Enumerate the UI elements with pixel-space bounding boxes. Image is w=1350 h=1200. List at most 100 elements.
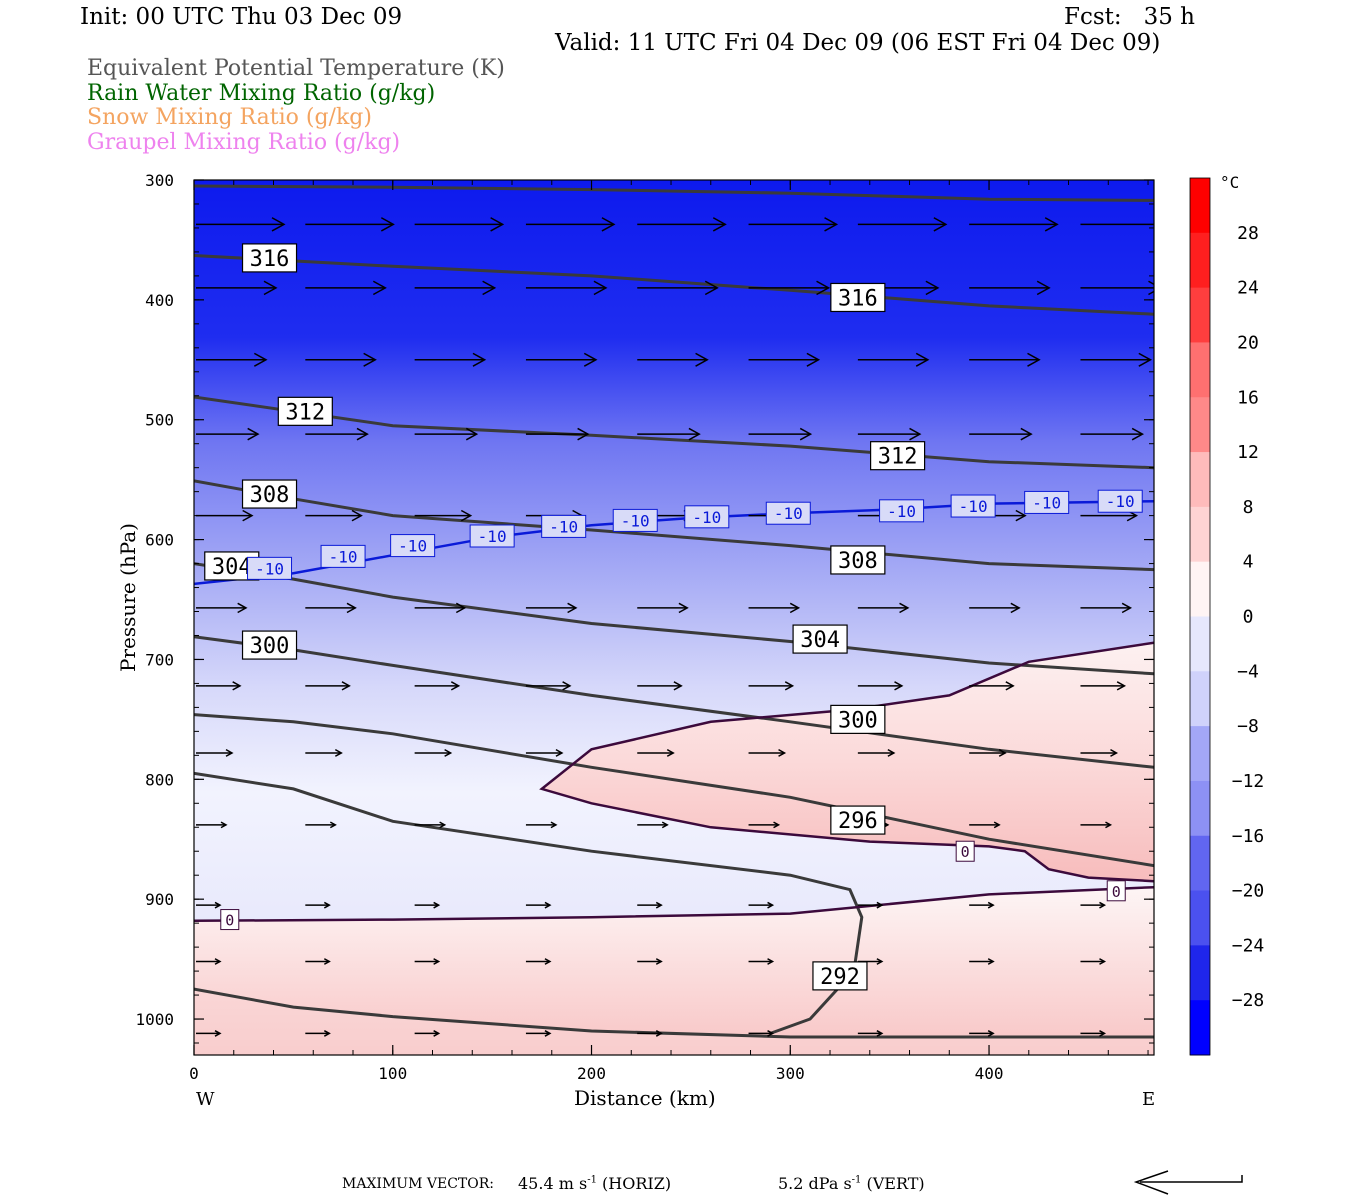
temperature-shading-warm-wedge bbox=[541, 642, 1154, 882]
wind-vector-head bbox=[1036, 280, 1051, 296]
colorbar-tick-label: −24 bbox=[1232, 935, 1265, 956]
vert-tag: (VERT) bbox=[861, 1174, 925, 1193]
vert-value: 5.2 dPa s bbox=[778, 1174, 852, 1193]
y-tick-label: 300 bbox=[145, 171, 174, 190]
colorbar-segment bbox=[1190, 1000, 1210, 1056]
x-end-label-east: E bbox=[1142, 1089, 1155, 1110]
wind-vector-head bbox=[455, 602, 467, 614]
wind-vector-head bbox=[1020, 427, 1033, 441]
wind-vector-head bbox=[562, 681, 572, 691]
theta-e-label-box bbox=[277, 396, 333, 426]
wind-vector-head bbox=[998, 748, 1007, 757]
forecast-hour: Fcst: 35 h bbox=[1064, 4, 1195, 30]
colorbar-segment bbox=[1190, 835, 1210, 892]
wind-vector-head bbox=[214, 901, 222, 909]
wind-vector-head bbox=[263, 280, 278, 296]
wind-vector-head bbox=[1005, 681, 1015, 691]
theta-e-label-box bbox=[830, 704, 886, 734]
colorbar-tick-label: 4 bbox=[1243, 552, 1254, 573]
theta-e-label: 292 bbox=[820, 965, 860, 990]
y-tick-label: 800 bbox=[145, 770, 174, 789]
wind-vector-head bbox=[577, 427, 590, 441]
wind-vector-head bbox=[887, 748, 896, 757]
horiz-tag: (HORIZ) bbox=[596, 1174, 672, 1193]
isotherm-minus10-label-box bbox=[320, 544, 366, 568]
theta-e-contour-304 bbox=[194, 562, 1154, 676]
wind-vector-head bbox=[544, 901, 552, 909]
colorbar-tick-label: −28 bbox=[1232, 990, 1265, 1011]
x-tick-label: 400 bbox=[975, 1064, 1004, 1083]
wind-vector-head bbox=[987, 1030, 995, 1037]
wind-vector-head bbox=[444, 748, 453, 757]
wind-vector-head bbox=[232, 681, 242, 691]
colorbar-tick-label: 24 bbox=[1237, 278, 1259, 299]
wind-vector-head bbox=[767, 1030, 775, 1037]
colorbar-segment bbox=[1190, 561, 1210, 617]
theta-e-contour-316 bbox=[194, 254, 1154, 316]
theta-e-label-box bbox=[241, 479, 298, 509]
theta-e-label: 308 bbox=[838, 549, 878, 574]
wind-vector-head bbox=[712, 217, 727, 232]
wind-vector-head bbox=[987, 958, 995, 965]
wind-vector-head bbox=[816, 280, 831, 296]
theta-e-contour-292 bbox=[194, 771, 864, 1035]
y-axis-label: Pressure (hPa) bbox=[116, 523, 140, 672]
wind-vector-head bbox=[661, 821, 669, 829]
isotherm-minus10-label: -10 bbox=[398, 537, 427, 556]
isotherm-minus10-label-box bbox=[469, 524, 515, 548]
wind-vector-head bbox=[433, 901, 441, 909]
y-tick-label: 600 bbox=[145, 531, 174, 550]
wind-vector-head bbox=[784, 681, 795, 691]
wind-vector-head bbox=[1099, 901, 1107, 909]
wind-vector-head bbox=[933, 217, 948, 232]
colorbar-segment bbox=[1190, 890, 1210, 946]
isotherm-minus10-label-box bbox=[684, 505, 730, 529]
colorbar-segment bbox=[1190, 616, 1210, 672]
wind-vector-head bbox=[1099, 1030, 1107, 1037]
wind-vector-head bbox=[655, 958, 663, 965]
wind-vector-head bbox=[356, 427, 369, 441]
theta-e-contour-296 bbox=[194, 713, 1154, 868]
wind-vector-head bbox=[433, 1030, 441, 1037]
isotherm-minus10-label-box bbox=[765, 501, 811, 525]
isotherm-zero-label-box bbox=[1106, 880, 1126, 902]
isotherm-minus10-label-box bbox=[950, 494, 996, 518]
wind-vector-head bbox=[688, 427, 701, 441]
wind-vector-head bbox=[673, 681, 683, 691]
init-time: Init: 00 UTC Thu 03 Dec 09 bbox=[80, 4, 403, 30]
max-vector-arrow-head bbox=[1133, 1170, 1169, 1195]
horiz-value: 45.4 m s bbox=[518, 1174, 588, 1193]
wind-vector-head bbox=[482, 280, 497, 296]
theta-e-label: 308 bbox=[250, 483, 290, 508]
wind-vector-head bbox=[1148, 280, 1154, 296]
wind-vector-head bbox=[824, 217, 839, 232]
x-tick-label: 300 bbox=[776, 1064, 805, 1083]
isotherm-minus10-label: -10 bbox=[887, 502, 916, 521]
theta-e-label: 316 bbox=[838, 286, 878, 311]
wind-vector-head bbox=[341, 681, 351, 691]
colorbar-tick-label: 28 bbox=[1237, 223, 1259, 244]
wind-vector-head bbox=[323, 1030, 331, 1037]
wind-vector-head bbox=[372, 280, 387, 296]
isotherm-zero-line bbox=[194, 885, 1154, 923]
theta-e-label: 304 bbox=[212, 555, 252, 580]
theta-e-label-box bbox=[870, 441, 926, 471]
wind-vector-head bbox=[601, 217, 616, 232]
max-vector-vert: 5.2 dPa s-1 (VERT) bbox=[778, 1174, 925, 1193]
wind-vector-head bbox=[450, 681, 461, 691]
colorbar-unit: °C bbox=[1220, 173, 1239, 192]
wind-vector-head bbox=[925, 280, 940, 296]
colorbar-tick-label: 20 bbox=[1237, 332, 1259, 353]
wind-vector-head bbox=[472, 352, 487, 367]
isotherm-minus10-label: -10 bbox=[1032, 493, 1061, 512]
colorbar-tick-label: 0 bbox=[1243, 607, 1254, 628]
theta-e-label-box bbox=[241, 243, 298, 273]
plot-frame bbox=[193, 179, 1155, 1056]
wind-vector-head bbox=[329, 821, 337, 829]
wind-vector-head bbox=[242, 509, 254, 522]
isotherm-minus10-label: -10 bbox=[478, 527, 507, 546]
wind-vector-head bbox=[220, 821, 228, 829]
wind-vector-head bbox=[593, 280, 608, 296]
colorbar-segment bbox=[1190, 726, 1210, 782]
y-tick-label: 900 bbox=[145, 890, 174, 909]
